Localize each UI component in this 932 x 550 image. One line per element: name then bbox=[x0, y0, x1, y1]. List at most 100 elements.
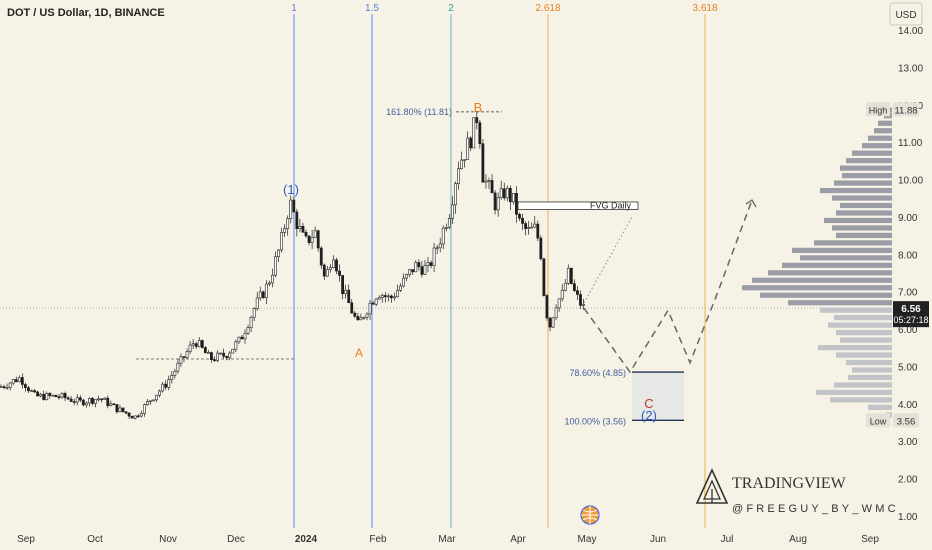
candle-body bbox=[185, 351, 189, 358]
volume-profile-bar bbox=[834, 382, 892, 388]
fvg-label: FVG Daily bbox=[590, 201, 632, 211]
candle-body bbox=[548, 317, 552, 328]
candle-body bbox=[505, 187, 509, 199]
candle-body bbox=[466, 137, 470, 160]
volume-profile-bar bbox=[834, 180, 892, 186]
volume-profile-bar bbox=[836, 232, 892, 239]
candle-body bbox=[228, 352, 232, 358]
volume-profile-bar bbox=[846, 359, 892, 366]
volume-profile-bar bbox=[836, 330, 892, 336]
high-badge bbox=[866, 102, 890, 117]
candle-body bbox=[149, 400, 152, 403]
candle-body bbox=[396, 290, 399, 298]
candle-body bbox=[0, 386, 3, 388]
fib-target-zone bbox=[632, 372, 684, 421]
candle-body bbox=[240, 336, 244, 340]
candle-body bbox=[386, 295, 390, 298]
candle-body bbox=[359, 317, 363, 321]
candle-body bbox=[542, 258, 546, 296]
x-tick-label: Sep bbox=[861, 534, 879, 545]
volume-profile-bar bbox=[842, 173, 892, 179]
candle-body bbox=[274, 256, 277, 276]
volume-profile-bar bbox=[830, 397, 892, 403]
y-tick-label: 6.00 bbox=[898, 325, 918, 336]
volume-profile-bar bbox=[840, 337, 892, 343]
candle-body bbox=[405, 274, 409, 279]
candle-body bbox=[566, 267, 570, 284]
candle-body bbox=[582, 304, 585, 306]
volume-profile-bar bbox=[820, 187, 892, 194]
candle-body bbox=[191, 343, 195, 346]
axis-layer: 14.0013.0012.0011.0010.009.008.007.006.0… bbox=[17, 26, 929, 545]
candle-body bbox=[152, 399, 155, 402]
candle-body bbox=[389, 295, 393, 299]
y-tick-label: 2.00 bbox=[898, 475, 918, 486]
candle-body bbox=[142, 404, 146, 414]
candle-body bbox=[487, 180, 491, 182]
candle-body bbox=[365, 313, 369, 318]
candle-body bbox=[27, 387, 30, 392]
candle-body bbox=[423, 265, 427, 275]
candle-body bbox=[225, 356, 229, 358]
candle-body bbox=[447, 218, 451, 228]
candle-body bbox=[124, 411, 128, 414]
candle-body bbox=[203, 347, 207, 354]
candle-body bbox=[188, 344, 192, 352]
candle-body bbox=[255, 297, 259, 309]
chart-title: DOT / US Dollar, 1D, BINANCE bbox=[7, 7, 165, 19]
candle-body bbox=[179, 356, 183, 364]
candle-body bbox=[33, 390, 36, 393]
candle-body bbox=[23, 384, 27, 388]
candle-body bbox=[411, 269, 415, 273]
candle-body bbox=[469, 137, 473, 149]
candle-body bbox=[158, 390, 162, 396]
volume-profile-bar bbox=[818, 344, 892, 351]
candle-body bbox=[457, 168, 460, 184]
volume-profile-bar bbox=[828, 322, 892, 328]
x-tick-label: Dec bbox=[227, 534, 245, 545]
y-tick-label: 11.00 bbox=[898, 138, 923, 149]
volume-profile-bar bbox=[840, 202, 892, 209]
candle-body bbox=[121, 407, 125, 412]
volume-profile-bar bbox=[889, 107, 892, 113]
candle-body bbox=[72, 401, 76, 403]
candle-body bbox=[164, 383, 168, 388]
currency-label[interactable]: USD bbox=[895, 10, 916, 21]
globe-icon[interactable] bbox=[580, 505, 600, 525]
y-tick-label: 9.00 bbox=[898, 213, 918, 224]
candle-body bbox=[377, 297, 381, 300]
candle-body bbox=[277, 249, 280, 257]
candle-body bbox=[322, 264, 326, 277]
candle-body bbox=[472, 117, 476, 149]
candle-body bbox=[14, 379, 18, 383]
candle-body bbox=[310, 237, 314, 243]
candle-body bbox=[167, 379, 171, 388]
candle-body bbox=[515, 192, 518, 215]
candle-body bbox=[316, 230, 320, 249]
candle-body bbox=[496, 197, 500, 211]
candle-body bbox=[557, 298, 561, 309]
candle-body bbox=[197, 340, 201, 347]
candle-body bbox=[551, 317, 555, 328]
x-tick-label: 2024 bbox=[295, 534, 318, 545]
currency-selector[interactable]: USD bbox=[889, 2, 923, 26]
candle-body bbox=[57, 396, 61, 399]
countdown-timer: 05:27:18 bbox=[893, 315, 928, 325]
candle-body bbox=[283, 228, 287, 233]
candle-body bbox=[313, 230, 317, 238]
x-tick-label: Jul bbox=[721, 534, 734, 545]
volume-profile-bar bbox=[820, 307, 892, 313]
candle-body bbox=[51, 394, 55, 397]
fib-time-label: 3.618 bbox=[692, 3, 717, 14]
candle-body bbox=[450, 204, 454, 219]
y-tick-label: 13.00 bbox=[898, 63, 923, 74]
candle-body bbox=[136, 415, 140, 418]
volume-profile-bar bbox=[868, 404, 892, 410]
volume-profile-bar bbox=[814, 240, 892, 246]
candle-body bbox=[563, 282, 567, 291]
volume-profile-bar bbox=[836, 210, 892, 216]
projection-path bbox=[583, 199, 753, 374]
volume-profile-bar bbox=[782, 262, 892, 268]
candle-body bbox=[307, 235, 311, 243]
